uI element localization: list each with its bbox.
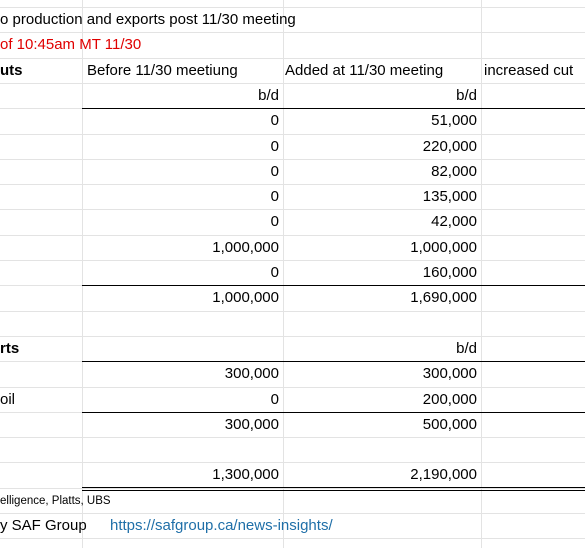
title: o production and exports post 11/30 meet… bbox=[0, 11, 296, 28]
row-label: oil bbox=[0, 391, 16, 408]
cell-value: 2,190,000 bbox=[410, 466, 477, 483]
grid-row-line bbox=[0, 58, 585, 59]
border-line bbox=[82, 361, 585, 362]
grid-col-line bbox=[283, 0, 284, 548]
border-line bbox=[82, 412, 585, 413]
grid-row-line bbox=[0, 134, 585, 135]
link[interactable]: https://safgroup.ca/news-insights/ bbox=[110, 517, 333, 534]
grid-row-line bbox=[0, 32, 585, 33]
grid-row-line bbox=[0, 311, 585, 312]
cell-value: 300,000 bbox=[224, 365, 279, 382]
grid-row-line bbox=[0, 7, 585, 8]
cell-value: 0 bbox=[270, 391, 279, 408]
cell-value: 0 bbox=[270, 213, 279, 230]
grid-row-line bbox=[0, 184, 585, 185]
grid-row-line bbox=[0, 387, 585, 388]
grid-row-line bbox=[0, 159, 585, 160]
grid-row-line bbox=[0, 209, 585, 210]
border-line bbox=[82, 108, 585, 109]
grid-row-line bbox=[0, 488, 585, 489]
grid-row-line bbox=[0, 235, 585, 236]
grid-row-line bbox=[0, 513, 585, 514]
grid-row-line bbox=[0, 437, 585, 438]
cell-value: 51,000 bbox=[431, 112, 477, 129]
border-line bbox=[82, 285, 585, 286]
border-line bbox=[82, 490, 585, 491]
column-header: Added at 11/30 meeting bbox=[285, 62, 444, 79]
column-header: increased cut bbox=[484, 62, 574, 79]
grid-col-line bbox=[82, 0, 83, 548]
grid-row-line bbox=[0, 83, 585, 84]
unit: b/d bbox=[456, 340, 477, 357]
credit: y SAF Group bbox=[0, 517, 87, 534]
cell-value: 1,000,000 bbox=[212, 289, 279, 306]
subtitle: of 10:45am MT 11/30 bbox=[0, 36, 142, 53]
grid-col-line bbox=[481, 0, 482, 548]
cell-value: 0 bbox=[270, 138, 279, 155]
cell-value: 82,000 bbox=[431, 163, 477, 180]
unit: b/d bbox=[456, 87, 477, 104]
grid-row-line bbox=[0, 336, 585, 337]
cell-value: 135,000 bbox=[422, 188, 477, 205]
cell-value: 0 bbox=[270, 188, 279, 205]
cell-value: 1,000,000 bbox=[410, 239, 477, 256]
section-label: rts bbox=[0, 340, 20, 357]
cell-value: 1,690,000 bbox=[410, 289, 477, 306]
grid-row-line bbox=[0, 260, 585, 261]
grid-row-line bbox=[0, 462, 585, 463]
cell-value: 500,000 bbox=[422, 416, 477, 433]
cell-value: 1,000,000 bbox=[212, 239, 279, 256]
cell-value: 300,000 bbox=[224, 416, 279, 433]
border-line bbox=[82, 487, 585, 488]
cell-value: 300,000 bbox=[422, 365, 477, 382]
source-note: elligence, Platts, UBS bbox=[0, 495, 111, 507]
cell-value: 42,000 bbox=[431, 213, 477, 230]
column-header: Before 11/30 meetiung bbox=[87, 62, 238, 79]
cell-value: 0 bbox=[270, 264, 279, 281]
cell-value: 200,000 bbox=[422, 391, 477, 408]
cell-value: 1,300,000 bbox=[212, 466, 279, 483]
unit: b/d bbox=[258, 87, 279, 104]
cell-value: 220,000 bbox=[422, 138, 477, 155]
cell-value: 160,000 bbox=[422, 264, 477, 281]
cell-value: 0 bbox=[270, 163, 279, 180]
cell-value: 0 bbox=[270, 112, 279, 129]
section-label: uts bbox=[0, 62, 23, 79]
grid-row-line bbox=[0, 538, 585, 539]
